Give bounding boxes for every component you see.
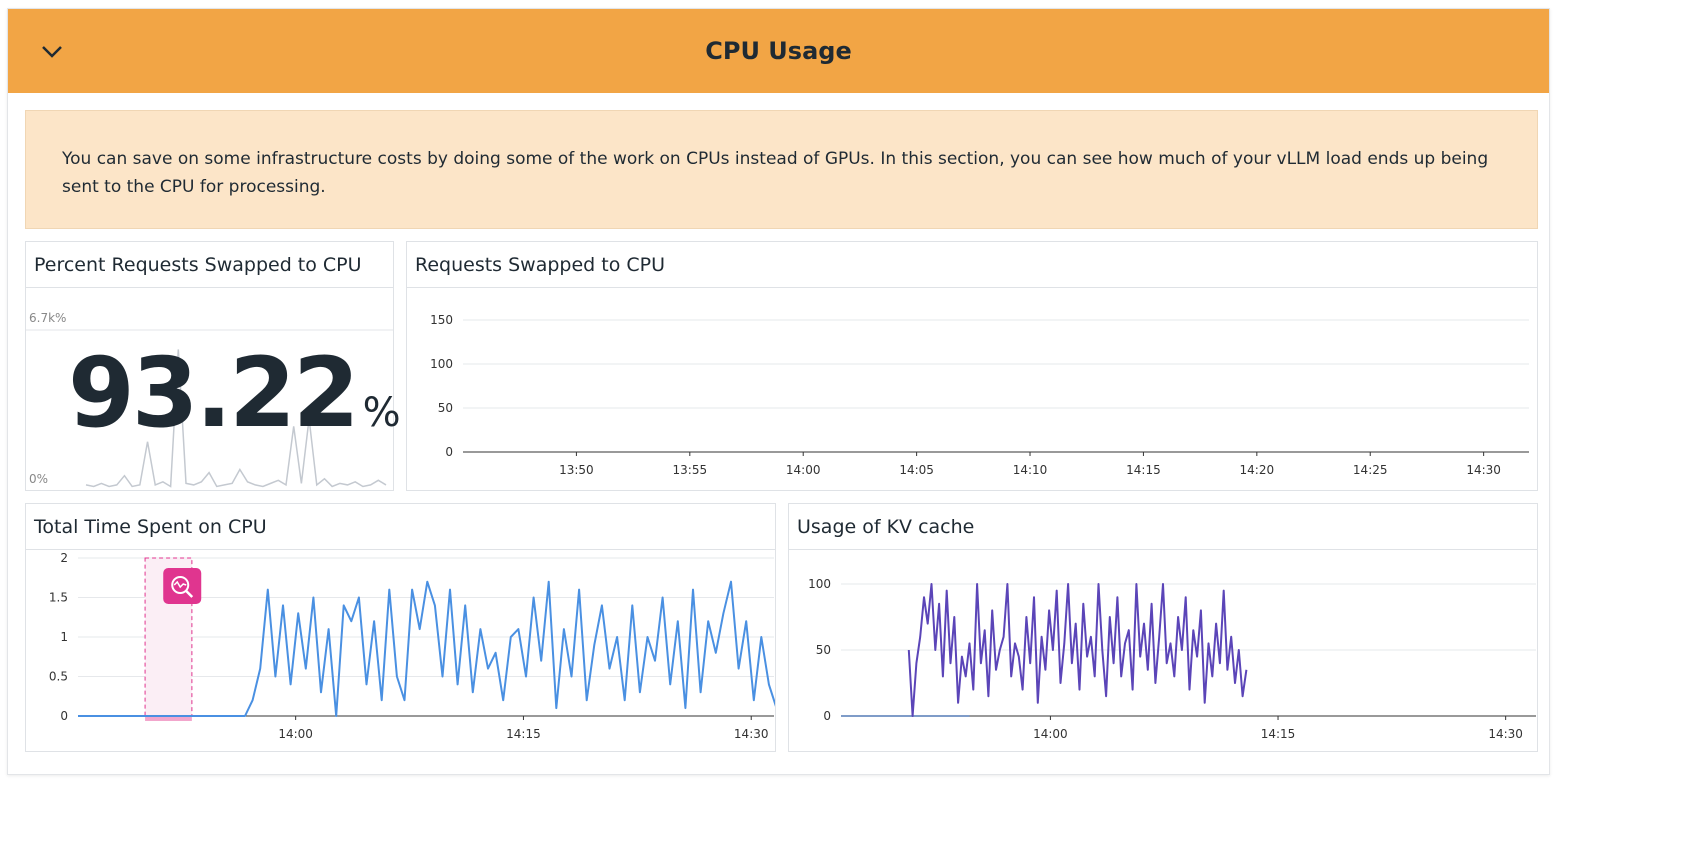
panel-title: Total Time Spent on CPU xyxy=(26,504,775,550)
lens-wave xyxy=(173,580,187,589)
x-tick-label: 14:30 xyxy=(1488,727,1523,741)
cpu-time-chart[interactable]: 0 0.5 1 1.5 2 14:00 14:15 14:30 xyxy=(26,550,775,751)
spark-min-label: 0% xyxy=(29,472,49,486)
x-tick-label: 13:55 xyxy=(673,463,708,477)
x-tick-label: 13:50 xyxy=(559,463,594,477)
x-tick-label: 14:25 xyxy=(1353,463,1388,477)
chevron-down-icon[interactable] xyxy=(38,37,66,65)
x-tick-label: 14:00 xyxy=(1033,727,1068,741)
unit: % xyxy=(362,390,401,436)
y-tick-label: 100 xyxy=(430,357,453,371)
y-tick-label: 2 xyxy=(60,551,68,565)
selection-bar xyxy=(145,716,192,721)
y-tick-label: 150 xyxy=(430,313,453,327)
panel-title: Requests Swapped to CPU xyxy=(407,242,1537,288)
x-tick-label: 14:15 xyxy=(1126,463,1161,477)
series-line xyxy=(907,583,1248,717)
lens xyxy=(171,576,190,594)
x-tick-label: 14:00 xyxy=(786,463,821,477)
x-tick-label: 14:10 xyxy=(1013,463,1048,477)
y-tick-label: 50 xyxy=(438,401,453,415)
y-tick-label: 1 xyxy=(60,630,68,644)
requests-swapped-panel: Requests Swapped to CPU 0 50 100 150 13:50 13… xyxy=(406,241,1538,491)
x-tick-label: 14:05 xyxy=(899,463,934,477)
big-number-value: 93.22% xyxy=(68,337,401,449)
x-tick-label: 14:20 xyxy=(1240,463,1275,477)
panel-title: Percent Requests Swapped to CPU xyxy=(26,242,393,288)
lens-handle xyxy=(185,590,194,598)
y-tick-label: 0 xyxy=(60,709,68,723)
y-tick-label: 0 xyxy=(823,709,831,723)
y-tick-label: 100 xyxy=(808,577,831,591)
y-tick-label: 0.5 xyxy=(49,670,68,684)
cpu-usage-section: CPU Usage You can save on some infrastru… xyxy=(7,8,1550,775)
y-tick-label: 50 xyxy=(816,643,831,657)
kv-cache-chart[interactable]: 0 50 100 14:00 14:15 14:30 xyxy=(789,550,1537,751)
section-title: CPU Usage xyxy=(705,37,852,65)
requests-swapped-chart[interactable]: 0 50 100 150 13:50 13:55 14:00 14:05 14:10 14:15 1… xyxy=(407,288,1537,490)
x-tick-label: 14:00 xyxy=(278,727,313,741)
section-header[interactable]: CPU Usage xyxy=(8,9,1549,93)
x-tick-label: 14:15 xyxy=(506,727,541,741)
info-banner: You can save on some infrastructure cost… xyxy=(25,110,1538,229)
zoom-in-icon[interactable] xyxy=(163,568,202,604)
spark-series xyxy=(85,349,387,488)
sparkline xyxy=(26,329,393,488)
value: 93.22 xyxy=(68,337,360,449)
x-tick-label: 14:30 xyxy=(1466,463,1501,477)
kv-cache-panel: Usage of KV cache 0 50 100 14:00 14:15 14:30 xyxy=(788,503,1538,752)
panel-title: Usage of KV cache xyxy=(789,504,1537,550)
x-tick-label: 14:15 xyxy=(1261,727,1296,741)
percent-swapped-panel: Percent Requests Swapped to CPU 6.7k% 0%… xyxy=(25,241,401,491)
y-tick-label: 0 xyxy=(445,445,453,459)
series-line xyxy=(78,580,775,717)
cpu-time-panel: Total Time Spent on CPU 0 0.5 1 1.5 2 14:00 14… xyxy=(25,503,776,752)
y-tick-label: 1.5 xyxy=(49,591,68,605)
x-tick-label: 14:30 xyxy=(734,727,769,741)
spark-max-label: 6.7k% xyxy=(29,311,67,325)
